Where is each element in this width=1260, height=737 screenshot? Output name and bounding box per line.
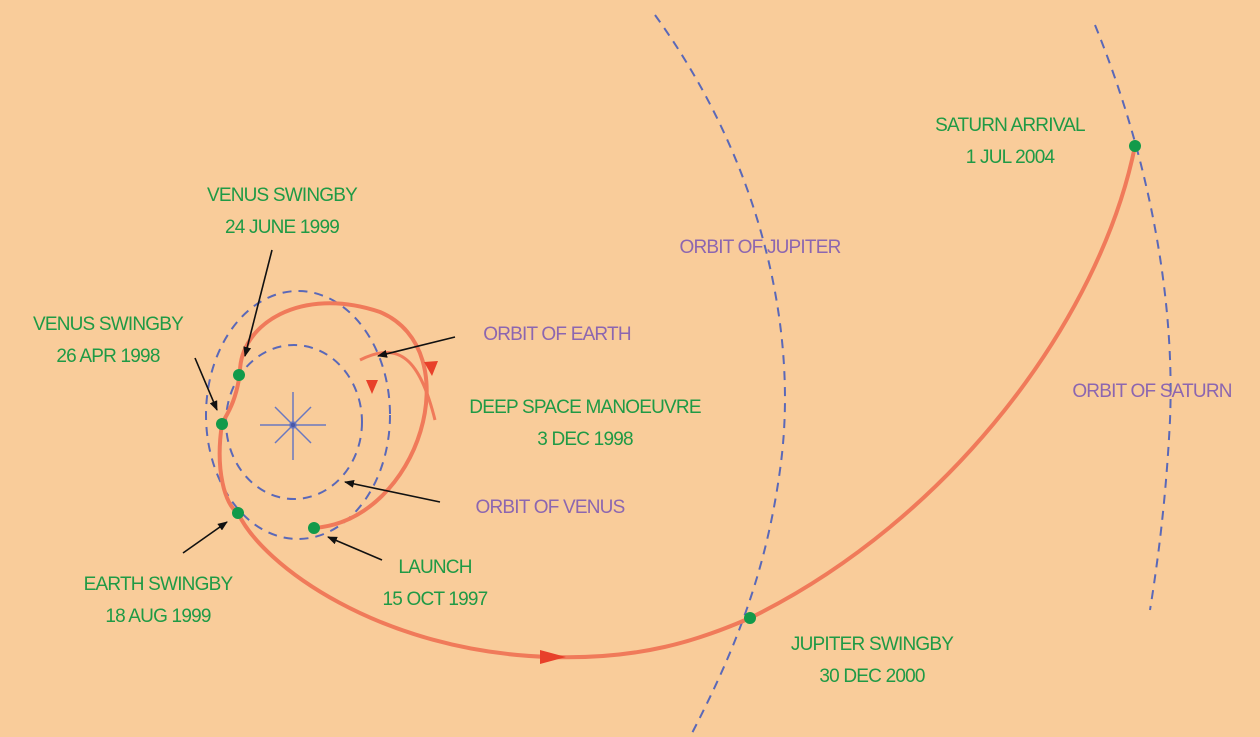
event-dots — [216, 140, 1141, 624]
trajectory-loop — [359, 351, 437, 421]
event-name: LAUNCH — [398, 557, 471, 578]
event-name: VENUS SWINGBY — [33, 314, 184, 335]
sun — [260, 392, 326, 460]
event-date: 15 OCT 1997 — [383, 589, 488, 610]
event-date: 18 AUG 1999 — [105, 606, 211, 627]
saturn-orbit — [1094, 24, 1172, 611]
event-name: DEEP SPACE MANOEUVRE — [469, 397, 701, 418]
pointers — [182, 249, 456, 561]
trajectory — [217, 145, 1137, 660]
earth-orbit — [205, 290, 391, 540]
event-name: SATURN ARRIVAL — [935, 115, 1085, 136]
event-date: 26 APR 1998 — [56, 346, 159, 367]
event-date: 30 DEC 2000 — [819, 666, 925, 687]
event-name: JUPITER SWINGBY — [791, 634, 954, 655]
event-name: EARTH SWINGBY — [84, 574, 234, 595]
direction-arrow — [366, 380, 378, 394]
direction-arrow — [424, 361, 438, 376]
orbit-label: ORBIT OF EARTH — [483, 324, 631, 345]
event-name: VENUS SWINGBY — [207, 185, 358, 206]
event-date: 24 JUNE 1999 — [225, 217, 339, 238]
orbit-label: ORBIT OF SATURN — [1072, 381, 1231, 402]
orbit-label: ORBIT OF VENUS — [476, 497, 625, 518]
orbit-label: ORBIT OF JUPITER — [679, 237, 840, 258]
event-date: 1 JUL 2004 — [966, 147, 1056, 168]
event-date: 3 DEC 1998 — [537, 429, 633, 450]
direction-arrow — [540, 650, 566, 664]
